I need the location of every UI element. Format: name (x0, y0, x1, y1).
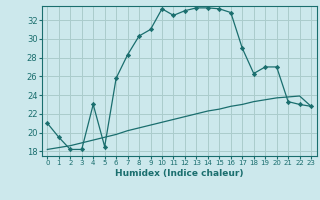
X-axis label: Humidex (Indice chaleur): Humidex (Indice chaleur) (115, 169, 244, 178)
